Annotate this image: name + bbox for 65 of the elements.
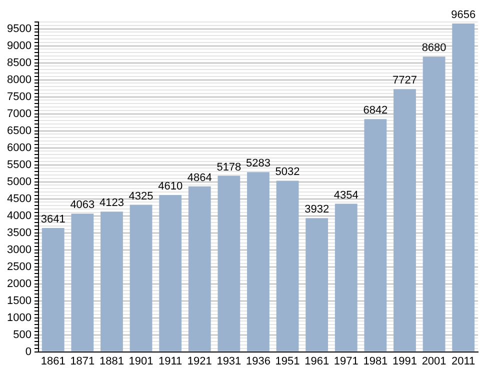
bar <box>334 204 358 352</box>
bar <box>188 186 211 352</box>
data-label: 8680 <box>422 42 446 54</box>
y-tick-label: 1000 <box>6 312 32 324</box>
x-tick-label: 1881 <box>99 355 124 368</box>
data-label: 4354 <box>334 189 358 202</box>
bar <box>218 176 240 352</box>
x-tick-label: 1936 <box>246 355 270 368</box>
y-tick-label: 500 <box>13 328 32 341</box>
x-tick-label: 1901 <box>128 355 154 368</box>
data-label: 6842 <box>363 104 388 117</box>
x-tick-label: 1951 <box>275 355 300 368</box>
x-tick-label: 1861 <box>40 355 66 368</box>
y-tick-label: 2500 <box>6 260 32 273</box>
y-tick-label: 0 <box>25 346 32 358</box>
y-tick-label: 4500 <box>6 192 32 205</box>
y-tick-label: 7500 <box>6 90 32 103</box>
x-tick-label: 1961 <box>304 355 330 368</box>
y-tick-label: 9000 <box>6 40 32 52</box>
x-tick-label: 1871 <box>70 355 95 368</box>
data-label: 4864 <box>187 172 212 184</box>
data-label: 4610 <box>158 180 183 193</box>
y-tick-label: 5000 <box>6 176 32 188</box>
data-label: 4063 <box>70 199 95 212</box>
bar <box>422 56 446 352</box>
y-tick-label: 4000 <box>6 210 32 222</box>
y-tick-label: 8500 <box>6 56 32 69</box>
bar <box>71 214 94 352</box>
x-tick-label: 1981 <box>363 355 388 368</box>
bar <box>159 195 182 352</box>
y-tick-label: 6000 <box>6 142 32 154</box>
data-label: 5178 <box>216 161 242 174</box>
x-tick-label: 1921 <box>187 355 212 368</box>
x-tick-label: 2001 <box>422 355 446 368</box>
y-tick-label: 3000 <box>6 244 32 256</box>
data-label: 9656 <box>451 9 476 22</box>
bar <box>394 89 416 352</box>
data-label: 5032 <box>275 166 300 178</box>
bar <box>130 204 152 352</box>
bar <box>364 119 387 352</box>
data-label: 4123 <box>99 197 124 210</box>
y-tick-label: 7000 <box>6 108 32 120</box>
data-label: 5283 <box>246 158 270 170</box>
y-tick-label: 6500 <box>6 124 32 137</box>
x-tick-label: 1991 <box>392 355 417 368</box>
x-tick-label: 1931 <box>216 355 242 368</box>
data-label: 3641 <box>40 214 66 226</box>
bar <box>42 228 64 352</box>
y-tick-label: 2000 <box>6 278 32 290</box>
bar <box>276 180 299 352</box>
bar <box>100 212 123 352</box>
bar <box>306 218 328 352</box>
data-label: 7727 <box>392 74 417 87</box>
y-tick-label: 8000 <box>6 74 32 86</box>
data-label: 4325 <box>128 190 154 202</box>
x-tick-label: 1971 <box>334 355 358 368</box>
y-tick-label: 3500 <box>6 226 32 239</box>
y-tick-label: 1500 <box>6 294 32 307</box>
bar <box>452 23 475 352</box>
y-tick-label: 9500 <box>6 22 32 35</box>
x-tick-label: 2011 <box>452 355 476 368</box>
bar <box>247 172 270 352</box>
y-tick-label: 5500 <box>6 158 32 171</box>
data-label: 3932 <box>304 204 330 216</box>
x-tick-label: 1911 <box>158 355 182 368</box>
